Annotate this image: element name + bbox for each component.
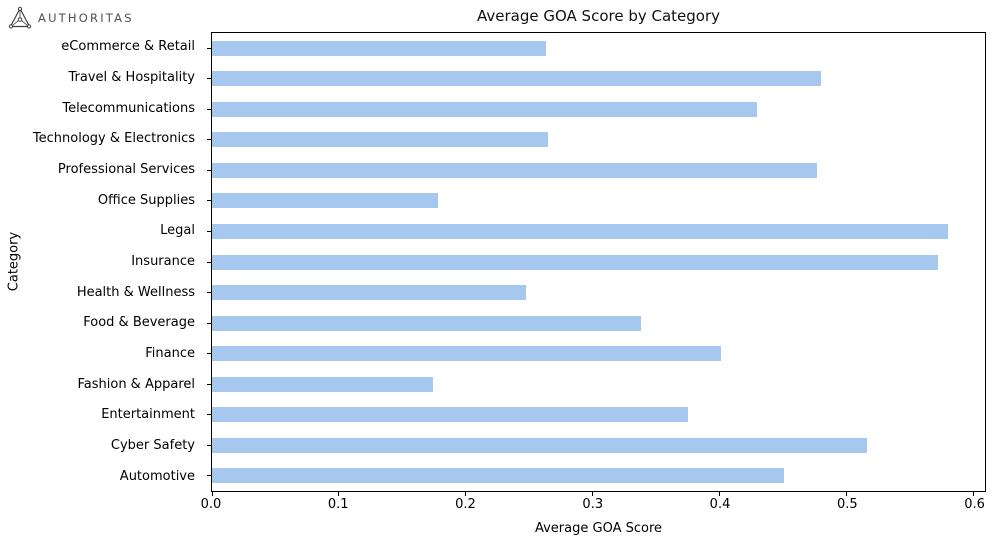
bar-health-wellness — [212, 285, 526, 301]
bar-automotive — [212, 468, 785, 484]
y-tick-mark — [207, 108, 211, 110]
category-label: Insurance — [131, 254, 195, 269]
y-tick-mark — [207, 444, 211, 446]
category-label: Cyber Safety — [110, 438, 195, 453]
category-label: Office Supplies — [97, 192, 195, 208]
y-tick-mark — [207, 383, 211, 385]
bar-finance — [212, 346, 721, 362]
bar-cyber-safety — [212, 437, 867, 453]
chart-title: Average GOA Score by Category — [476, 7, 721, 25]
x-tick-mark — [973, 492, 975, 496]
x-tick-mark — [211, 492, 213, 496]
x-tick-label: 0.3 — [582, 497, 604, 512]
category-label: Travel & Hospitality — [68, 70, 196, 85]
category-label: eCommerce & Retail — [61, 39, 195, 55]
x-tick-mark — [592, 492, 594, 496]
x-tick-label: 0.1 — [327, 497, 349, 512]
x-tick-label: 0.0 — [200, 497, 222, 512]
bar-travel-hospitality — [212, 71, 822, 87]
y-tick-mark — [207, 78, 211, 80]
x-axis-label: Average GOA Score — [534, 521, 663, 536]
category-label: Telecommunications — [62, 100, 195, 116]
y-tick-mark — [207, 353, 211, 355]
y-tick-labels: eCommerce & Retail Travel & Hospitality Te… — [0, 32, 204, 492]
category-label: Automotive — [119, 468, 195, 484]
bar-food-beverage — [212, 315, 642, 331]
x-tick-mark — [719, 492, 721, 496]
bar-office-supplies — [212, 193, 438, 209]
category-label: Finance — [145, 346, 195, 361]
authoritas-logo-icon — [8, 6, 32, 29]
x-tick-mark — [846, 492, 848, 496]
bar-insurance — [212, 254, 939, 270]
x-tick-label: 0.6 — [964, 497, 985, 512]
category-label: Health & Wellness — [76, 284, 195, 300]
category-label: Fashion & Apparel — [77, 376, 195, 392]
category-label: Entertainment — [101, 407, 195, 423]
x-tick-label: 0.2 — [455, 497, 476, 512]
x-tick-mark — [465, 492, 467, 496]
y-tick-mark — [207, 261, 211, 263]
y-tick-mark — [207, 230, 211, 232]
category-label: Professional Services — [57, 162, 195, 177]
y-tick-mark — [207, 139, 211, 141]
category-label: Food & Beverage — [83, 315, 195, 331]
x-tick-mark — [338, 492, 340, 496]
y-tick-mark — [207, 47, 211, 49]
bar-legal — [212, 223, 949, 239]
logo-text: AUTHORITAS — [38, 11, 134, 25]
x-tick-label: 0.4 — [709, 497, 731, 512]
y-tick-mark — [207, 475, 211, 477]
bar-technology-electronics — [212, 132, 549, 148]
y-tick-mark — [207, 292, 211, 294]
x-tick-labels: 0.0 0.1 0.2 0.3 0.4 0.5 0.6 — [201, 497, 986, 513]
y-tick-mark — [207, 169, 211, 171]
bar-professional-services — [212, 162, 818, 178]
category-label: Technology & Electronics — [32, 131, 195, 147]
bar-entertainment — [212, 407, 688, 423]
y-tick-mark — [207, 414, 211, 416]
bar-ecommerce-retail — [212, 40, 546, 56]
x-tick-label: 0.5 — [836, 497, 858, 512]
y-tick-mark — [207, 322, 211, 324]
logo: AUTHORITAS — [8, 6, 134, 30]
category-label: Legal — [160, 223, 195, 239]
bar-telecommunications — [212, 101, 757, 117]
bar-fashion-apparel — [212, 376, 433, 392]
plot-area — [207, 32, 986, 496]
y-tick-mark — [207, 200, 211, 202]
